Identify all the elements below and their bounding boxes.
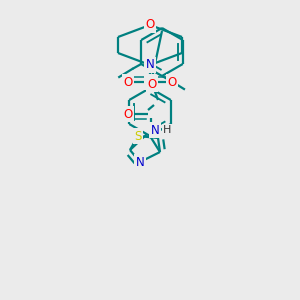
Text: H: H (163, 125, 171, 135)
Text: N: N (146, 58, 154, 71)
Text: N: N (151, 124, 159, 136)
Text: O: O (167, 76, 177, 88)
Text: O: O (147, 77, 157, 91)
Text: S: S (146, 76, 154, 88)
Text: O: O (123, 76, 133, 88)
Text: O: O (146, 19, 154, 32)
Text: O: O (123, 107, 133, 121)
Text: N: N (136, 155, 144, 169)
Text: S: S (134, 130, 142, 142)
